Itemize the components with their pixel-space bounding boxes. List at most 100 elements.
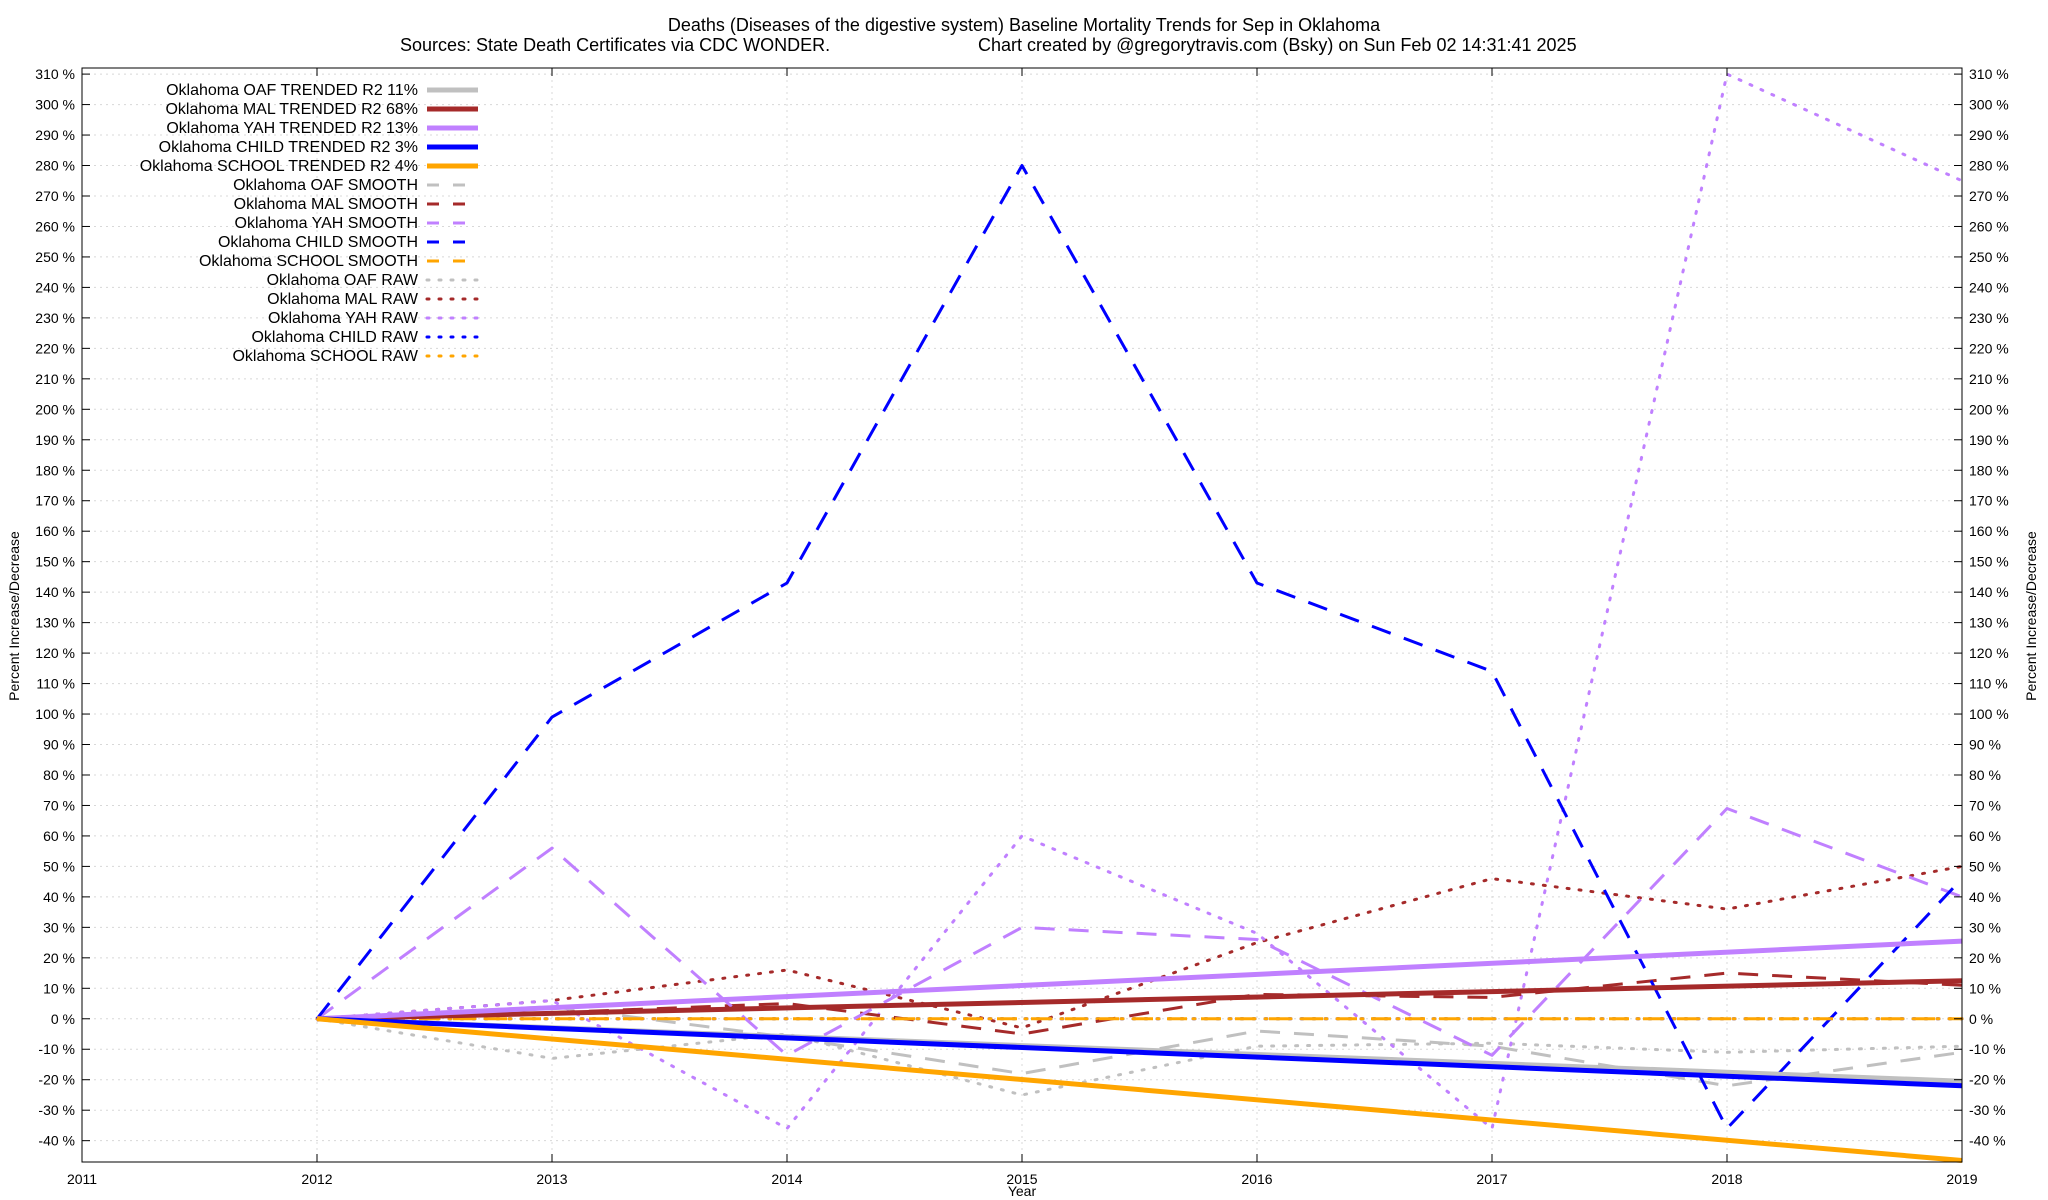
y-tick-label-left: -10 % (38, 1041, 75, 1057)
y-tick-label-left: 150 % (35, 554, 75, 570)
y-tick-label-right: 310 % (1969, 66, 2009, 82)
y-tick-label-right: 220 % (1969, 340, 2009, 356)
y-tick-label-right: 140 % (1969, 584, 2009, 600)
y-tick-label-left: 200 % (35, 401, 75, 417)
y-tick-label-right: 80 % (1969, 767, 2001, 783)
y-tick-label-left: -20 % (38, 1072, 75, 1088)
legend-label: Oklahoma OAF TRENDED R2 11% (166, 82, 418, 99)
series-group (315, 72, 1964, 1163)
y-tick-label-right: 40 % (1969, 889, 2001, 905)
x-tick-label: 2015 (1006, 1171, 1037, 1187)
legend-label: Oklahoma SCHOOL TRENDED R2 4% (140, 158, 418, 175)
y-tick-label-left: 60 % (43, 828, 75, 844)
y-tick-label-left: 170 % (35, 493, 75, 509)
y-tick-label-right: 170 % (1969, 493, 2009, 509)
y-tick-label-left: 130 % (35, 615, 75, 631)
legend: Oklahoma OAF TRENDED R2 11% Oklahoma MAL … (140, 82, 480, 365)
y-tick-label-right: 60 % (1969, 828, 2001, 844)
y-tick-label-left: -40 % (38, 1133, 75, 1149)
y-tick-label-left: 310 % (35, 66, 75, 82)
axis-ticks: -40 % -40 % -30 % -30 % -20 % -20 % -10 % -10 %… (35, 66, 2008, 1187)
x-tick-label: 2017 (1476, 1171, 1507, 1187)
y-tick-label-right: 250 % (1969, 249, 2009, 265)
y-tick-label-right: 240 % (1969, 279, 2009, 295)
y-tick-label-right: 20 % (1969, 950, 2001, 966)
y-tick-label-left: 250 % (35, 249, 75, 265)
y-tick-label-right: 230 % (1969, 310, 2009, 326)
legend-label: Oklahoma YAH SMOOTH (235, 215, 418, 232)
y-tick-label-right: -10 % (1969, 1041, 2006, 1057)
y-tick-label-left: -30 % (38, 1102, 75, 1118)
chart-subtitle-source: Sources: State Death Certificates via CD… (400, 35, 830, 55)
series-line-oklahoma-yah-trended-r2-13 (316, 938, 1963, 1022)
y-tick-label-left: 70 % (43, 797, 75, 813)
y-tick-label-left: 40 % (43, 889, 75, 905)
y-tick-label-right: 90 % (1969, 737, 2001, 753)
legend-label: Oklahoma SCHOOL RAW (232, 348, 418, 365)
y-tick-label-right: 300 % (1969, 97, 2009, 113)
y-tick-label-right: 100 % (1969, 706, 2009, 722)
y-tick-label-left: 0 % (51, 1011, 75, 1027)
legend-label: Oklahoma YAH TRENDED R2 13% (166, 120, 418, 137)
x-tick-label: 2012 (301, 1171, 332, 1187)
series-line-oklahoma-yah-raw (315, 72, 1964, 1130)
y-tick-label-right: 190 % (1969, 432, 2009, 448)
x-tick-label: 2014 (771, 1171, 802, 1187)
x-tick-label: 2016 (1241, 1171, 1272, 1187)
y-tick-label-right: -30 % (1969, 1102, 2006, 1118)
y-tick-label-left: 160 % (35, 523, 75, 539)
y-tick-label-right: 10 % (1969, 980, 2001, 996)
y-tick-label-right: 180 % (1969, 462, 2009, 478)
series-line-oklahoma-yah-smooth (316, 807, 1963, 1057)
y-tick-label-left: 190 % (35, 432, 75, 448)
y-tick-label-left: 100 % (35, 706, 75, 722)
y-tick-label-right: 120 % (1969, 645, 2009, 661)
y-tick-label-right: 270 % (1969, 188, 2009, 204)
y-tick-label-left: 240 % (35, 279, 75, 295)
y-tick-label-left: 290 % (35, 127, 75, 143)
y-tick-label-right: 150 % (1969, 554, 2009, 570)
grid (81, 68, 1963, 1162)
y-tick-label-right: 0 % (1969, 1011, 1993, 1027)
y-axis-label-left: Percent Increase/Decrease (6, 531, 22, 701)
legend-label: Oklahoma MAL SMOOTH (234, 196, 418, 213)
y-tick-label-left: 230 % (35, 310, 75, 326)
y-tick-label-right: 210 % (1969, 371, 2009, 387)
y-tick-label-right: 290 % (1969, 127, 2009, 143)
y-tick-label-left: 220 % (35, 340, 75, 356)
series-line-oklahoma-oaf-raw (315, 1017, 1964, 1097)
series-line-oklahoma-child-smooth (315, 164, 1964, 1130)
y-tick-label-left: 140 % (35, 584, 75, 600)
y-tick-label-right: 280 % (1969, 158, 2009, 174)
y-tick-label-left: 210 % (35, 371, 75, 387)
x-tick-label: 2011 (67, 1171, 97, 1187)
x-tick-label: 2013 (536, 1171, 567, 1187)
chart-title: Deaths (Diseases of the digestive system… (668, 15, 1381, 35)
legend-label: Oklahoma OAF SMOOTH (233, 177, 418, 194)
series-line-oklahoma-mal-raw (315, 864, 1964, 1030)
y-tick-label-left: 30 % (43, 919, 75, 935)
y-tick-label-left: 80 % (43, 767, 75, 783)
y-axis-label-right: Percent Increase/Decrease (2023, 531, 2039, 701)
y-tick-label-left: 20 % (43, 950, 75, 966)
y-tick-label-left: 260 % (35, 218, 75, 234)
y-tick-label-right: 260 % (1969, 218, 2009, 234)
y-tick-label-right: -40 % (1969, 1133, 2006, 1149)
legend-label: Oklahoma CHILD RAW (251, 329, 418, 346)
x-tick-label: 2018 (1711, 1171, 1742, 1187)
y-tick-label-right: 200 % (1969, 401, 2009, 417)
y-tick-label-right: 30 % (1969, 919, 2001, 935)
chart-subtitle-credit: Chart created by @gregorytravis.com (Bsk… (978, 35, 1577, 55)
y-tick-label-right: -20 % (1969, 1072, 2006, 1088)
legend-label: Oklahoma CHILD SMOOTH (218, 234, 418, 251)
y-tick-label-right: 160 % (1969, 523, 2009, 539)
y-tick-label-right: 110 % (1969, 676, 2008, 692)
y-tick-label-right: 130 % (1969, 615, 2009, 631)
legend-label: Oklahoma CHILD TRENDED R2 3% (159, 139, 418, 156)
y-tick-label-left: 120 % (35, 645, 75, 661)
legend-label: Oklahoma MAL TRENDED R2 68% (165, 101, 418, 118)
y-tick-label-left: 280 % (35, 158, 75, 174)
legend-label: Oklahoma MAL RAW (267, 291, 419, 308)
series-line-oklahoma-school-trended-r2-4 (316, 1016, 1963, 1163)
